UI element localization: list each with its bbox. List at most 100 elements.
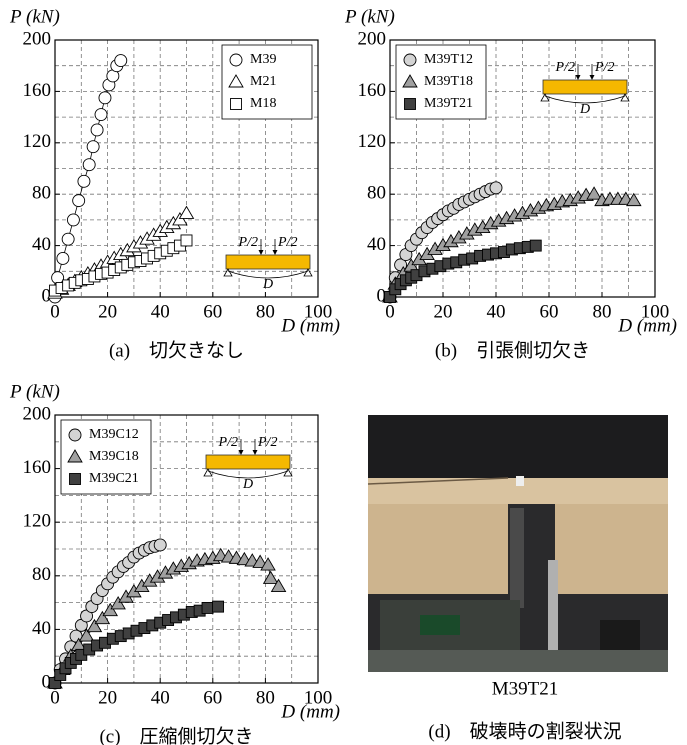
y-axis-label: P (kN) xyxy=(344,6,395,27)
marker xyxy=(252,554,268,568)
y-tick-label: 80 xyxy=(32,564,51,585)
inset-arrowhead xyxy=(589,75,595,80)
marker xyxy=(82,158,96,172)
marker xyxy=(110,596,126,610)
marker xyxy=(489,181,503,195)
marker xyxy=(61,232,75,246)
x-tick-label: 80 xyxy=(593,301,612,322)
y-tick-label: 200 xyxy=(358,28,387,49)
inset-deflection xyxy=(207,470,289,479)
legend-label: M21 xyxy=(250,74,276,89)
marker xyxy=(72,194,86,208)
inset-label: P/2 xyxy=(277,235,297,250)
inset-arrowhead xyxy=(252,450,258,455)
marker xyxy=(86,618,103,633)
legend-label: M18 xyxy=(250,96,276,111)
inset-support xyxy=(540,93,550,102)
marker xyxy=(153,538,167,552)
x-axis-label: D (mm) xyxy=(280,701,340,722)
y-tick-label: 160 xyxy=(23,80,52,101)
marker xyxy=(94,108,108,121)
marker xyxy=(270,578,287,592)
x-tick-label: 20 xyxy=(98,301,117,322)
photo-label: M39T21 xyxy=(492,678,559,699)
x-tick-label: 0 xyxy=(50,687,60,708)
marker xyxy=(94,610,111,625)
marker xyxy=(212,600,225,613)
marker xyxy=(86,140,100,154)
y-tick-label: 120 xyxy=(23,511,52,532)
legend-label: M39T12 xyxy=(424,52,473,67)
x-tick-label: 60 xyxy=(540,301,559,322)
legend-label: M39T18 xyxy=(424,74,473,89)
x-tick-label: 40 xyxy=(151,301,170,322)
marker xyxy=(229,53,243,67)
x-tick-label: 60 xyxy=(203,687,222,708)
inset-support xyxy=(283,468,293,477)
photo xyxy=(367,415,668,672)
caption: (b) 引張側切欠き xyxy=(435,339,590,361)
x-axis-label: D (mm) xyxy=(617,315,677,336)
y-tick-label: 40 xyxy=(32,618,51,639)
y-tick-label: 160 xyxy=(23,457,52,478)
inset-arrowhead xyxy=(272,250,278,255)
marker xyxy=(230,98,242,110)
marker xyxy=(68,428,82,442)
legend-label: M39 xyxy=(250,52,276,67)
inset-deflection xyxy=(544,95,626,104)
y-tick-label: 40 xyxy=(367,234,386,255)
marker xyxy=(403,53,417,67)
marker xyxy=(228,74,244,88)
marker xyxy=(90,123,104,137)
inset-beam xyxy=(205,454,291,470)
y-tick-label: 200 xyxy=(23,403,52,424)
marker xyxy=(114,54,128,68)
y-tick-label: 80 xyxy=(32,183,51,204)
y-tick-label: 40 xyxy=(32,234,51,255)
plot-frame xyxy=(389,39,656,298)
x-tick-label: 0 xyxy=(385,301,395,322)
y-tick-label: 120 xyxy=(358,131,387,152)
x-tick-label: 60 xyxy=(203,301,222,322)
x-tick-label: 20 xyxy=(98,687,117,708)
marker xyxy=(56,252,70,265)
marker xyxy=(180,234,193,247)
inset-label: P/2 xyxy=(555,60,575,75)
inset-support xyxy=(203,468,213,477)
y-tick-label: 0 xyxy=(42,671,52,692)
legend-label: M39C21 xyxy=(89,471,139,486)
y-tick-label: 80 xyxy=(367,183,386,204)
x-tick-label: 40 xyxy=(151,687,170,708)
inset-label: D xyxy=(262,277,273,292)
inset-label: P/2 xyxy=(257,435,277,450)
plot-frame xyxy=(54,414,319,684)
caption: (a) 切欠きなし xyxy=(109,339,244,361)
legend-label: M39T21 xyxy=(424,96,473,111)
inset-support xyxy=(620,93,630,102)
inset-label: D xyxy=(579,102,590,117)
marker xyxy=(260,557,276,571)
marker xyxy=(402,74,418,88)
x-axis-label: D (mm) xyxy=(280,315,340,336)
x-tick-label: 80 xyxy=(256,687,275,708)
marker xyxy=(529,239,542,252)
inset-support xyxy=(223,268,233,277)
marker xyxy=(66,213,80,227)
y-tick-label: 120 xyxy=(23,131,52,152)
inset-arrowhead xyxy=(238,450,244,455)
inset-label: P/2 xyxy=(238,235,258,250)
inset-arrowhead xyxy=(575,75,581,80)
inset-beam xyxy=(542,79,628,95)
y-tick-label: 160 xyxy=(358,80,387,101)
marker xyxy=(586,186,602,200)
x-tick-label: 100 xyxy=(304,301,333,322)
legend-label: M39C12 xyxy=(89,427,139,442)
marker xyxy=(102,602,119,617)
x-tick-label: 40 xyxy=(487,301,506,322)
marker xyxy=(67,449,83,463)
plot-frame xyxy=(54,39,319,298)
y-tick-label: 0 xyxy=(42,285,52,306)
photo-caption: (d) 破壊時の割裂状況 xyxy=(428,720,621,742)
marker xyxy=(201,602,214,614)
